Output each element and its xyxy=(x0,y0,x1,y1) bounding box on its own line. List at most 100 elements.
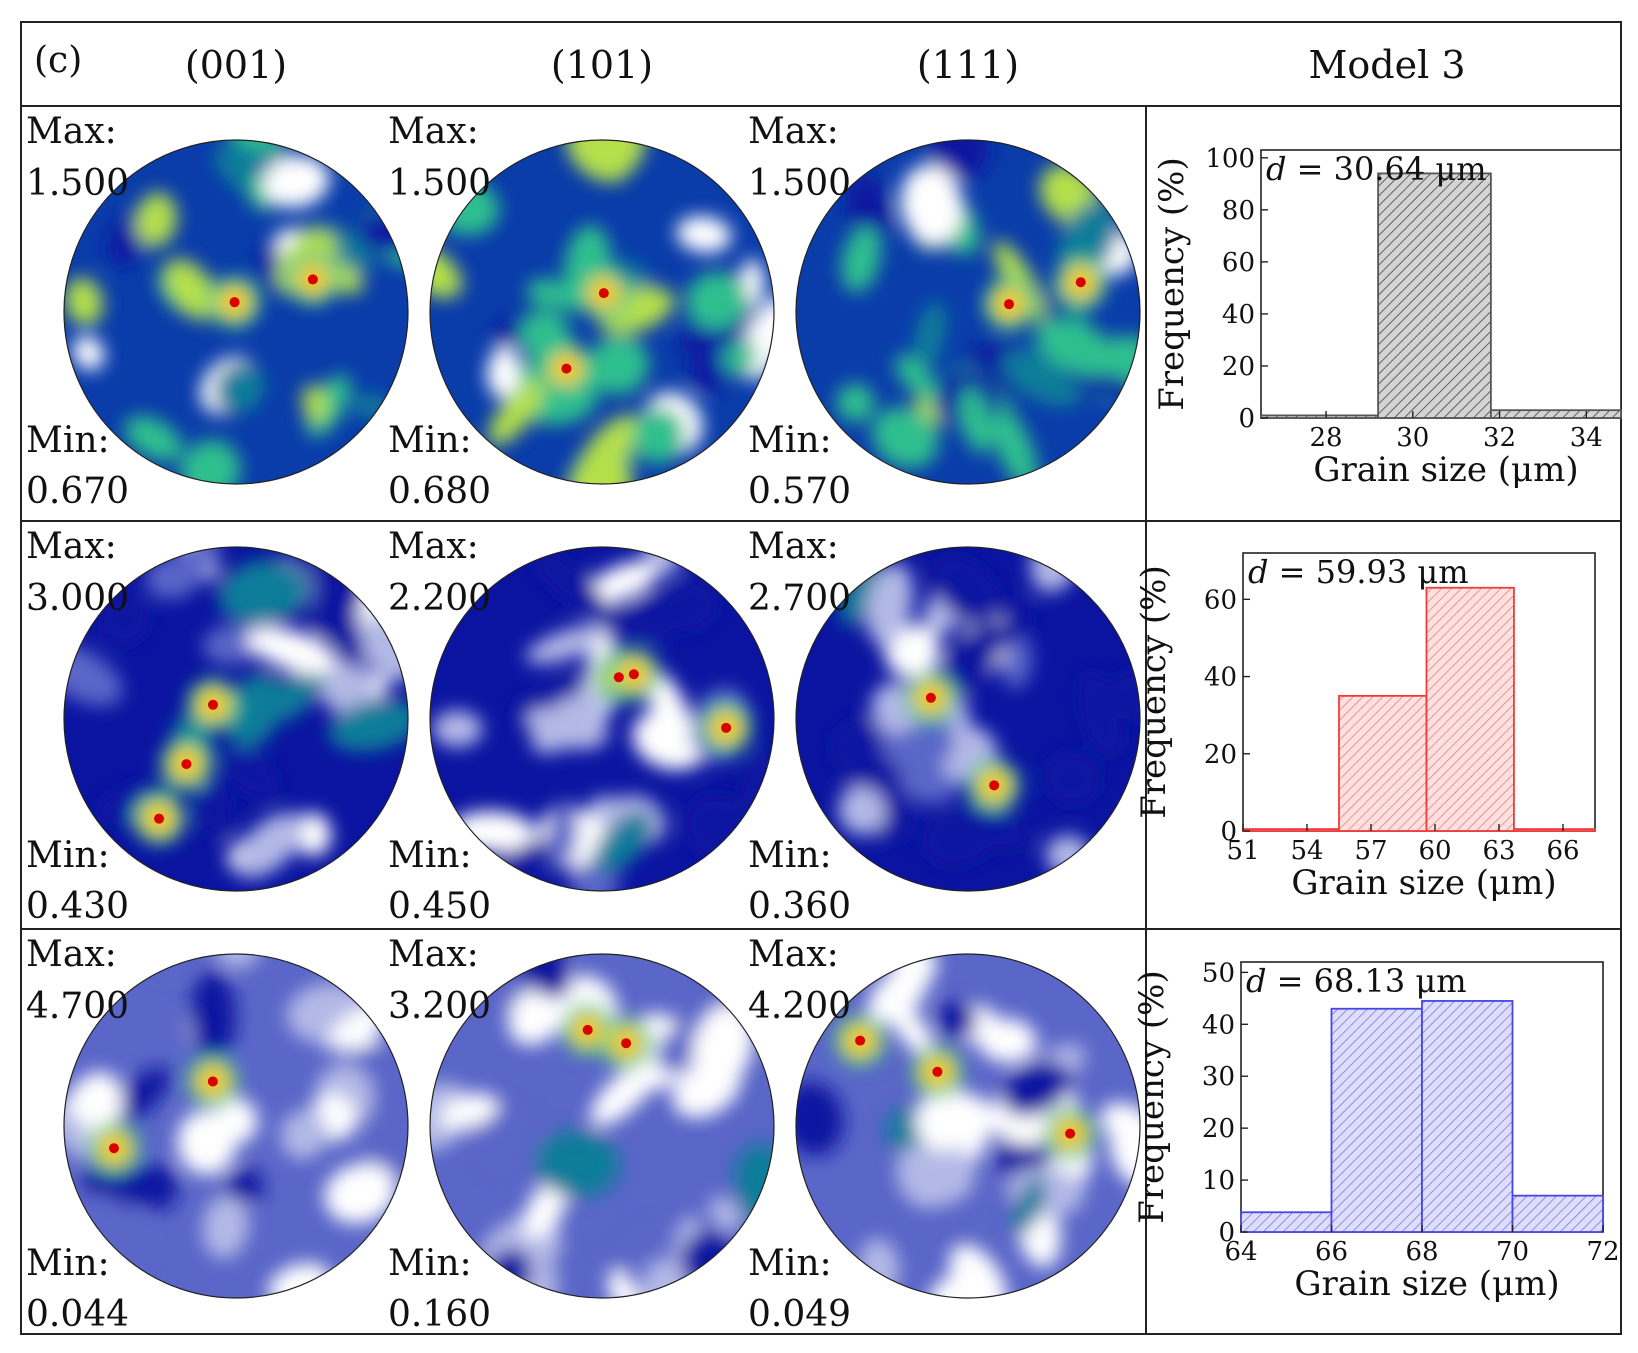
pole-figure-r1-c2 xyxy=(429,139,775,485)
y-tick-label: 40 xyxy=(1202,1010,1235,1040)
pole-figures xyxy=(63,139,1141,1299)
pole-figure-r3-c1 xyxy=(63,953,409,1299)
x-tick-label: 68 xyxy=(1405,1237,1438,1267)
max-label-r1-c1: Max: xyxy=(26,111,117,152)
min-value-r3-c1: 0.044 xyxy=(26,1294,129,1335)
max-min-labels: Max: 1.500 Min: 0.670 Max: 1.500 Min: 0.680 Max:… xyxy=(26,111,851,1335)
min-label-r3-c1: Min: xyxy=(26,1243,110,1284)
y-tick-label: 0 xyxy=(1218,1218,1235,1248)
table-grid xyxy=(20,21,1622,1335)
mean-grain-size: d = 68.13 μm xyxy=(1246,962,1467,1000)
pole-figure-r1-c3 xyxy=(795,139,1141,485)
max-value-r3-c3: 4.200 xyxy=(748,986,851,1027)
min-value-r2-c2: 0.450 xyxy=(388,886,491,927)
x-tick-label: 30 xyxy=(1396,423,1429,453)
bar-2 xyxy=(1330,1007,1423,1233)
y-tick-label: 20 xyxy=(1222,352,1255,382)
mean-grain-size: d = 30.64 μm xyxy=(1266,150,1487,188)
min-label-r3-c2: Min: xyxy=(388,1243,472,1284)
y-tick-label: 60 xyxy=(1204,585,1237,615)
max-value-r1-c2: 1.500 xyxy=(388,163,491,204)
bar-3 xyxy=(1421,1000,1514,1233)
bar-1 xyxy=(1240,1211,1333,1233)
x-tick-label: 63 xyxy=(1482,836,1515,866)
y-tick-label: 30 xyxy=(1202,1062,1235,1092)
x-tick-label: 32 xyxy=(1483,423,1516,453)
x-tick-label: 64 xyxy=(1224,1237,1257,1267)
mean-grain-size: d = 59.93 μm xyxy=(1248,553,1469,591)
x-tick-label: 57 xyxy=(1354,836,1387,866)
x-tick-label: 34 xyxy=(1570,423,1603,453)
y-tick-label: 40 xyxy=(1204,663,1237,693)
y-axis-label: Frequency (%) xyxy=(1134,565,1174,819)
header-001: (001) xyxy=(185,43,287,87)
max-label-r1-c3: Max: xyxy=(748,111,839,152)
header-101: (101) xyxy=(551,43,653,87)
x-tick-label: 60 xyxy=(1418,836,1451,866)
x-tick-label: 70 xyxy=(1496,1237,1529,1267)
max-label-r3-c2: Max: xyxy=(388,934,479,975)
y-axis-label: Frequency (%) xyxy=(1132,970,1172,1224)
min-value-r2-c1: 0.430 xyxy=(26,886,129,927)
min-value-r1-c3: 0.570 xyxy=(748,471,851,512)
max-label-r2-c1: Max: xyxy=(26,526,117,567)
y-tick-label: 20 xyxy=(1204,740,1237,770)
min-value-r1-c2: 0.680 xyxy=(388,471,491,512)
bar-2 xyxy=(1338,694,1428,832)
max-label-r1-c2: Max: xyxy=(388,111,479,152)
min-label-r2-c2: Min: xyxy=(388,835,472,876)
min-label-r2-c3: Min: xyxy=(748,835,832,876)
bar-1 xyxy=(1242,828,1340,832)
max-value-r2-c3: 2.700 xyxy=(748,578,851,619)
max-value-r1-c1: 1.500 xyxy=(26,163,129,204)
x-axis-label: Grain size (μm) xyxy=(1313,450,1578,490)
histogram-3: 0 10 20 30 40 50 64 66 68 70 72 Grain size (μm) Freq… xyxy=(1132,958,1620,1304)
x-tick-label: 54 xyxy=(1290,836,1323,866)
y-tick-label: 0 xyxy=(1220,817,1237,847)
bar-4 xyxy=(1511,1194,1604,1233)
max-value-r3-c2: 3.200 xyxy=(388,986,491,1027)
x-tick-label: 51 xyxy=(1226,836,1259,866)
header-111: (111) xyxy=(917,43,1019,87)
min-value-r1-c1: 0.670 xyxy=(26,471,129,512)
min-label-r1-c3: Min: xyxy=(748,420,832,461)
y-tick-label: 0 xyxy=(1238,404,1255,434)
bar-3 xyxy=(1425,586,1515,832)
bar-3 xyxy=(1489,409,1622,419)
y-tick-label: 40 xyxy=(1222,300,1255,330)
max-value-r2-c2: 2.200 xyxy=(388,578,491,619)
max-value-r3-c1: 4.700 xyxy=(26,986,129,1027)
min-value-r3-c2: 0.160 xyxy=(388,1294,491,1335)
pole-figure-r3-c3 xyxy=(795,953,1141,1299)
min-label-r1-c2: Min: xyxy=(388,420,472,461)
x-tick-label: 66 xyxy=(1546,836,1579,866)
pole-figure-r1-c1 xyxy=(63,139,409,485)
x-axis-label: Grain size (μm) xyxy=(1291,863,1556,903)
panel-label: (c) xyxy=(34,40,82,81)
max-label-r2-c3: Max: xyxy=(748,526,839,567)
max-value-r2-c1: 3.000 xyxy=(26,578,129,619)
y-tick-label: 10 xyxy=(1202,1166,1235,1196)
max-label-r3-c1: Max: xyxy=(26,934,117,975)
pole-figure-r2-c2 xyxy=(429,546,775,892)
x-axis-label: Grain size (μm) xyxy=(1294,1264,1559,1304)
y-tick-label: 50 xyxy=(1202,958,1235,988)
min-label-r1-c1: Min: xyxy=(26,420,110,461)
pole-figure-r2-c3 xyxy=(795,546,1141,892)
max-label-r3-c3: Max: xyxy=(748,934,839,975)
min-value-r3-c3: 0.049 xyxy=(748,1294,851,1335)
min-label-r2-c1: Min: xyxy=(26,835,110,876)
pole-figure-r2-c1 xyxy=(63,546,409,892)
bar-1 xyxy=(1260,414,1380,419)
y-tick-label: 60 xyxy=(1222,248,1255,278)
header-model: Model 3 xyxy=(1308,43,1465,87)
bar-2 xyxy=(1377,172,1492,419)
min-label-r3-c3: Min: xyxy=(748,1243,832,1284)
max-label-r2-c2: Max: xyxy=(388,526,479,567)
y-tick-label: 20 xyxy=(1202,1114,1235,1144)
pole-figure-r3-c2 xyxy=(429,953,775,1299)
